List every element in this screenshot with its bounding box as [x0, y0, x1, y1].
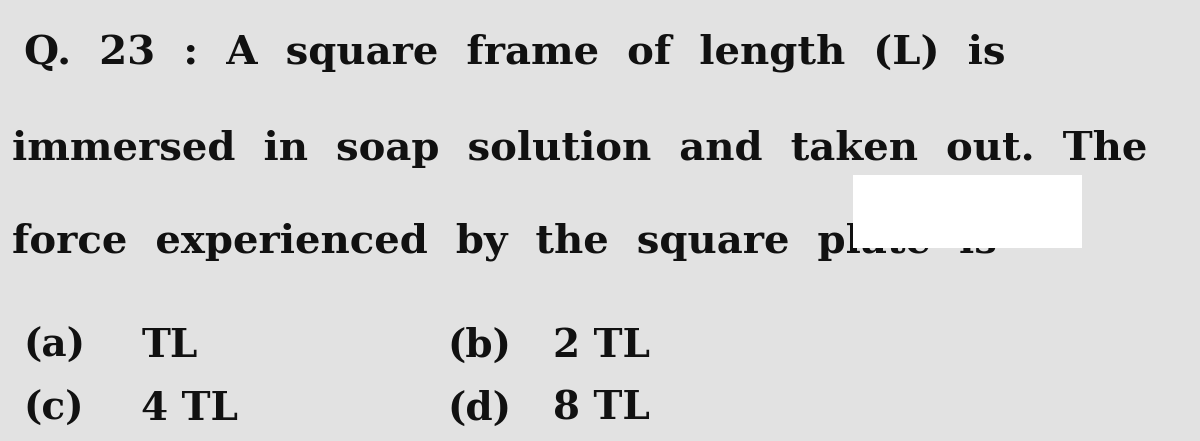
Text: immersed  in  soap  solution  and  taken  out.  The: immersed in soap solution and taken out.…	[12, 130, 1147, 168]
Text: (d): (d)	[448, 389, 511, 428]
Text: (b): (b)	[448, 327, 511, 365]
Text: 2 TL: 2 TL	[553, 327, 650, 365]
Text: Q.  23  :  A  square  frame  of  length  (L)  is: Q. 23 : A square frame of length (L) is	[24, 34, 1006, 72]
Text: 4 TL: 4 TL	[142, 389, 239, 428]
Text: TL: TL	[142, 327, 198, 365]
Text: (c): (c)	[24, 389, 84, 428]
Text: force  experienced  by  the  square  plate  is: force experienced by the square plate is	[12, 222, 997, 261]
Text: (a): (a)	[24, 327, 86, 365]
Text: 8 TL: 8 TL	[553, 389, 650, 428]
Bar	[853, 175, 1082, 248]
